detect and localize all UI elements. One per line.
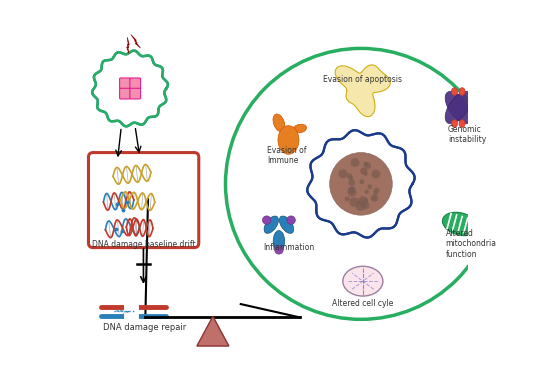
Circle shape <box>347 173 352 179</box>
Ellipse shape <box>459 88 465 95</box>
Text: Altered cell cyle: Altered cell cyle <box>332 299 393 308</box>
Circle shape <box>373 188 379 193</box>
Circle shape <box>363 162 368 166</box>
Ellipse shape <box>293 124 306 133</box>
Circle shape <box>90 49 170 128</box>
FancyBboxPatch shape <box>89 152 199 247</box>
FancyBboxPatch shape <box>130 78 141 88</box>
Circle shape <box>348 187 355 194</box>
Text: Evasion of apoptosis: Evasion of apoptosis <box>324 75 402 84</box>
Circle shape <box>371 195 378 202</box>
Circle shape <box>363 198 368 203</box>
Circle shape <box>347 188 356 196</box>
Text: DNA damage repair: DNA damage repair <box>102 323 186 332</box>
Circle shape <box>372 170 380 178</box>
Ellipse shape <box>452 120 458 128</box>
Ellipse shape <box>273 114 285 132</box>
Circle shape <box>351 158 360 167</box>
Ellipse shape <box>287 216 295 224</box>
Circle shape <box>367 184 372 189</box>
Circle shape <box>361 201 370 210</box>
Circle shape <box>364 172 368 176</box>
Ellipse shape <box>343 266 383 296</box>
FancyBboxPatch shape <box>130 88 141 99</box>
Circle shape <box>350 197 359 207</box>
Circle shape <box>372 196 376 200</box>
Polygon shape <box>197 316 229 346</box>
Ellipse shape <box>443 212 478 236</box>
Circle shape <box>358 196 368 206</box>
FancyBboxPatch shape <box>120 78 130 88</box>
Circle shape <box>365 190 369 194</box>
Ellipse shape <box>445 92 471 124</box>
Text: DNA damage baseline drift: DNA damage baseline drift <box>93 241 196 249</box>
Text: Altered
mitochondria
function: Altered mitochondria function <box>445 229 497 259</box>
Text: Evasion of
Immune: Evasion of Immune <box>268 146 307 165</box>
Circle shape <box>330 152 392 215</box>
Ellipse shape <box>279 216 294 233</box>
Polygon shape <box>335 65 390 117</box>
Circle shape <box>350 186 356 192</box>
Ellipse shape <box>275 246 283 254</box>
Circle shape <box>338 169 347 178</box>
Polygon shape <box>127 37 129 54</box>
Circle shape <box>356 201 366 211</box>
Ellipse shape <box>459 120 465 128</box>
Circle shape <box>364 162 371 169</box>
Circle shape <box>348 179 355 186</box>
Circle shape <box>360 179 365 184</box>
Ellipse shape <box>445 92 471 124</box>
Ellipse shape <box>273 231 285 252</box>
Polygon shape <box>131 35 140 48</box>
Circle shape <box>373 191 378 195</box>
Text: Inflammation: Inflammation <box>264 243 315 252</box>
Ellipse shape <box>452 88 458 95</box>
Text: Genomic
instability: Genomic instability <box>448 125 486 144</box>
FancyBboxPatch shape <box>120 88 130 99</box>
Circle shape <box>348 176 353 181</box>
Circle shape <box>345 196 350 201</box>
Ellipse shape <box>264 216 279 233</box>
Ellipse shape <box>263 216 271 224</box>
Circle shape <box>225 48 496 319</box>
Ellipse shape <box>278 126 299 154</box>
Circle shape <box>360 167 367 175</box>
